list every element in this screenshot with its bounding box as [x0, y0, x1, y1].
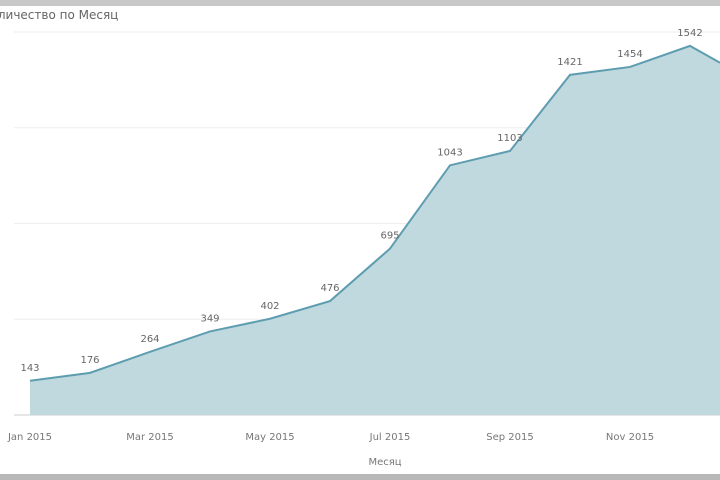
x-tick-label: Mar 2015	[126, 432, 174, 443]
data-label: 476	[320, 283, 339, 294]
x-tick-label: Jul 2015	[369, 432, 411, 443]
data-label: 402	[260, 301, 279, 312]
data-label: 1103	[497, 133, 522, 144]
data-label: 695	[380, 231, 399, 242]
data-label: 1043	[437, 147, 462, 158]
data-label: 349	[200, 313, 219, 324]
data-label: 1421	[557, 57, 582, 68]
top-border	[0, 0, 720, 6]
x-tick-label: May 2015	[245, 432, 294, 443]
chart-title: Количество по Месяц	[0, 8, 119, 22]
x-axis-title: Месяц	[368, 457, 401, 468]
data-label: 143	[20, 363, 39, 374]
area-fill	[30, 45, 720, 415]
data-label: 264	[140, 334, 159, 345]
x-tick-label: Nov 2015	[606, 432, 654, 443]
x-tick-label: Sep 2015	[486, 432, 533, 443]
data-label: 176	[80, 355, 99, 366]
data-label: 1542	[677, 28, 702, 39]
bottom-border	[0, 474, 720, 480]
data-label: 1454	[617, 49, 642, 60]
x-tick-label: Jan 2015	[7, 432, 52, 443]
